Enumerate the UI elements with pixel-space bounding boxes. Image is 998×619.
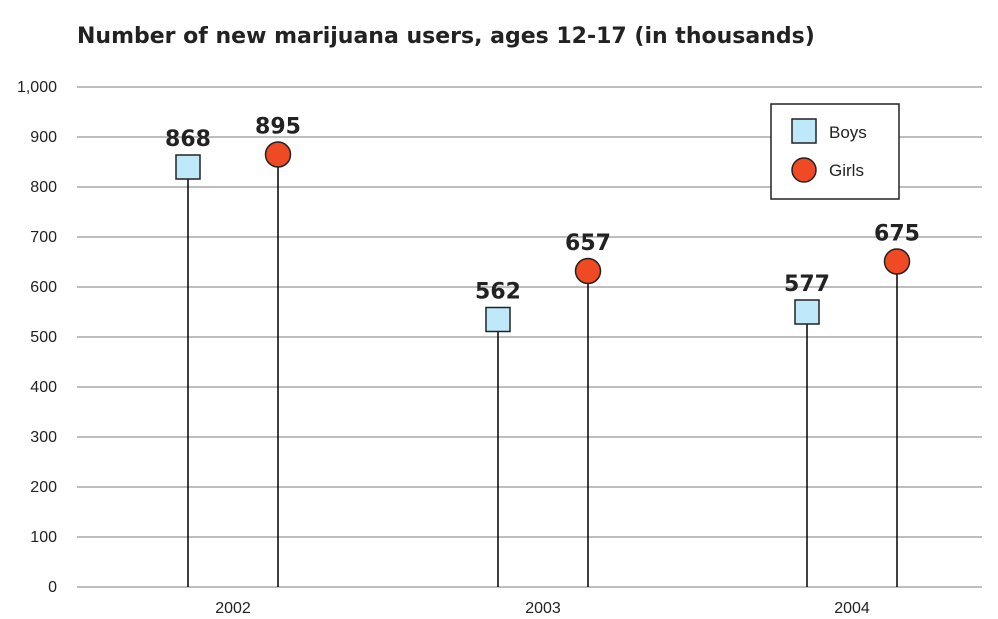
y-tick-label: 700 [30,229,57,246]
data-point-girls [266,142,291,167]
y-tick-label: 400 [30,379,57,396]
legend: Boys Girls [771,104,899,199]
stems [188,155,897,588]
legend-marker-boys [792,119,816,143]
data-point-boys [795,300,819,324]
y-tick-label: 200 [30,479,57,496]
y-tick-label: 800 [30,179,57,196]
data-point-boys [486,308,510,332]
x-tick-label: 2002 [215,600,251,617]
data-label-boys: 577 [784,272,830,297]
data-label-girls: 895 [255,115,301,140]
data-label-girls: 657 [565,231,611,256]
y-tick-label: 600 [30,279,57,296]
data-point-boys [176,155,200,179]
data-label-girls: 675 [874,222,920,247]
legend-label-girls: Girls [829,161,864,180]
y-tick-label: 100 [30,529,57,546]
y-tick-label: 0 [48,579,57,596]
y-tick-label: 900 [30,129,57,146]
legend-label-boys: Boys [829,123,867,142]
y-tick-label: 300 [30,429,57,446]
y-tick-label: 1,000 [17,79,57,96]
x-axis-ticks: 2002 2003 2004 [215,600,870,617]
y-axis-ticks: 0 100 200 300 400 500 600 700 800 900 1,000 [17,79,57,596]
legend-box [771,104,899,199]
legend-marker-girls [792,158,816,182]
x-tick-label: 2004 [834,600,870,617]
data-point-girls [576,259,601,284]
chart-title: Number of new marijuana users, ages 12-1… [77,24,815,49]
data-point-girls [885,249,910,274]
y-tick-label: 500 [30,329,57,346]
data-label-boys: 868 [165,127,211,152]
data-label-boys: 562 [475,280,521,305]
x-tick-label: 2003 [525,600,561,617]
